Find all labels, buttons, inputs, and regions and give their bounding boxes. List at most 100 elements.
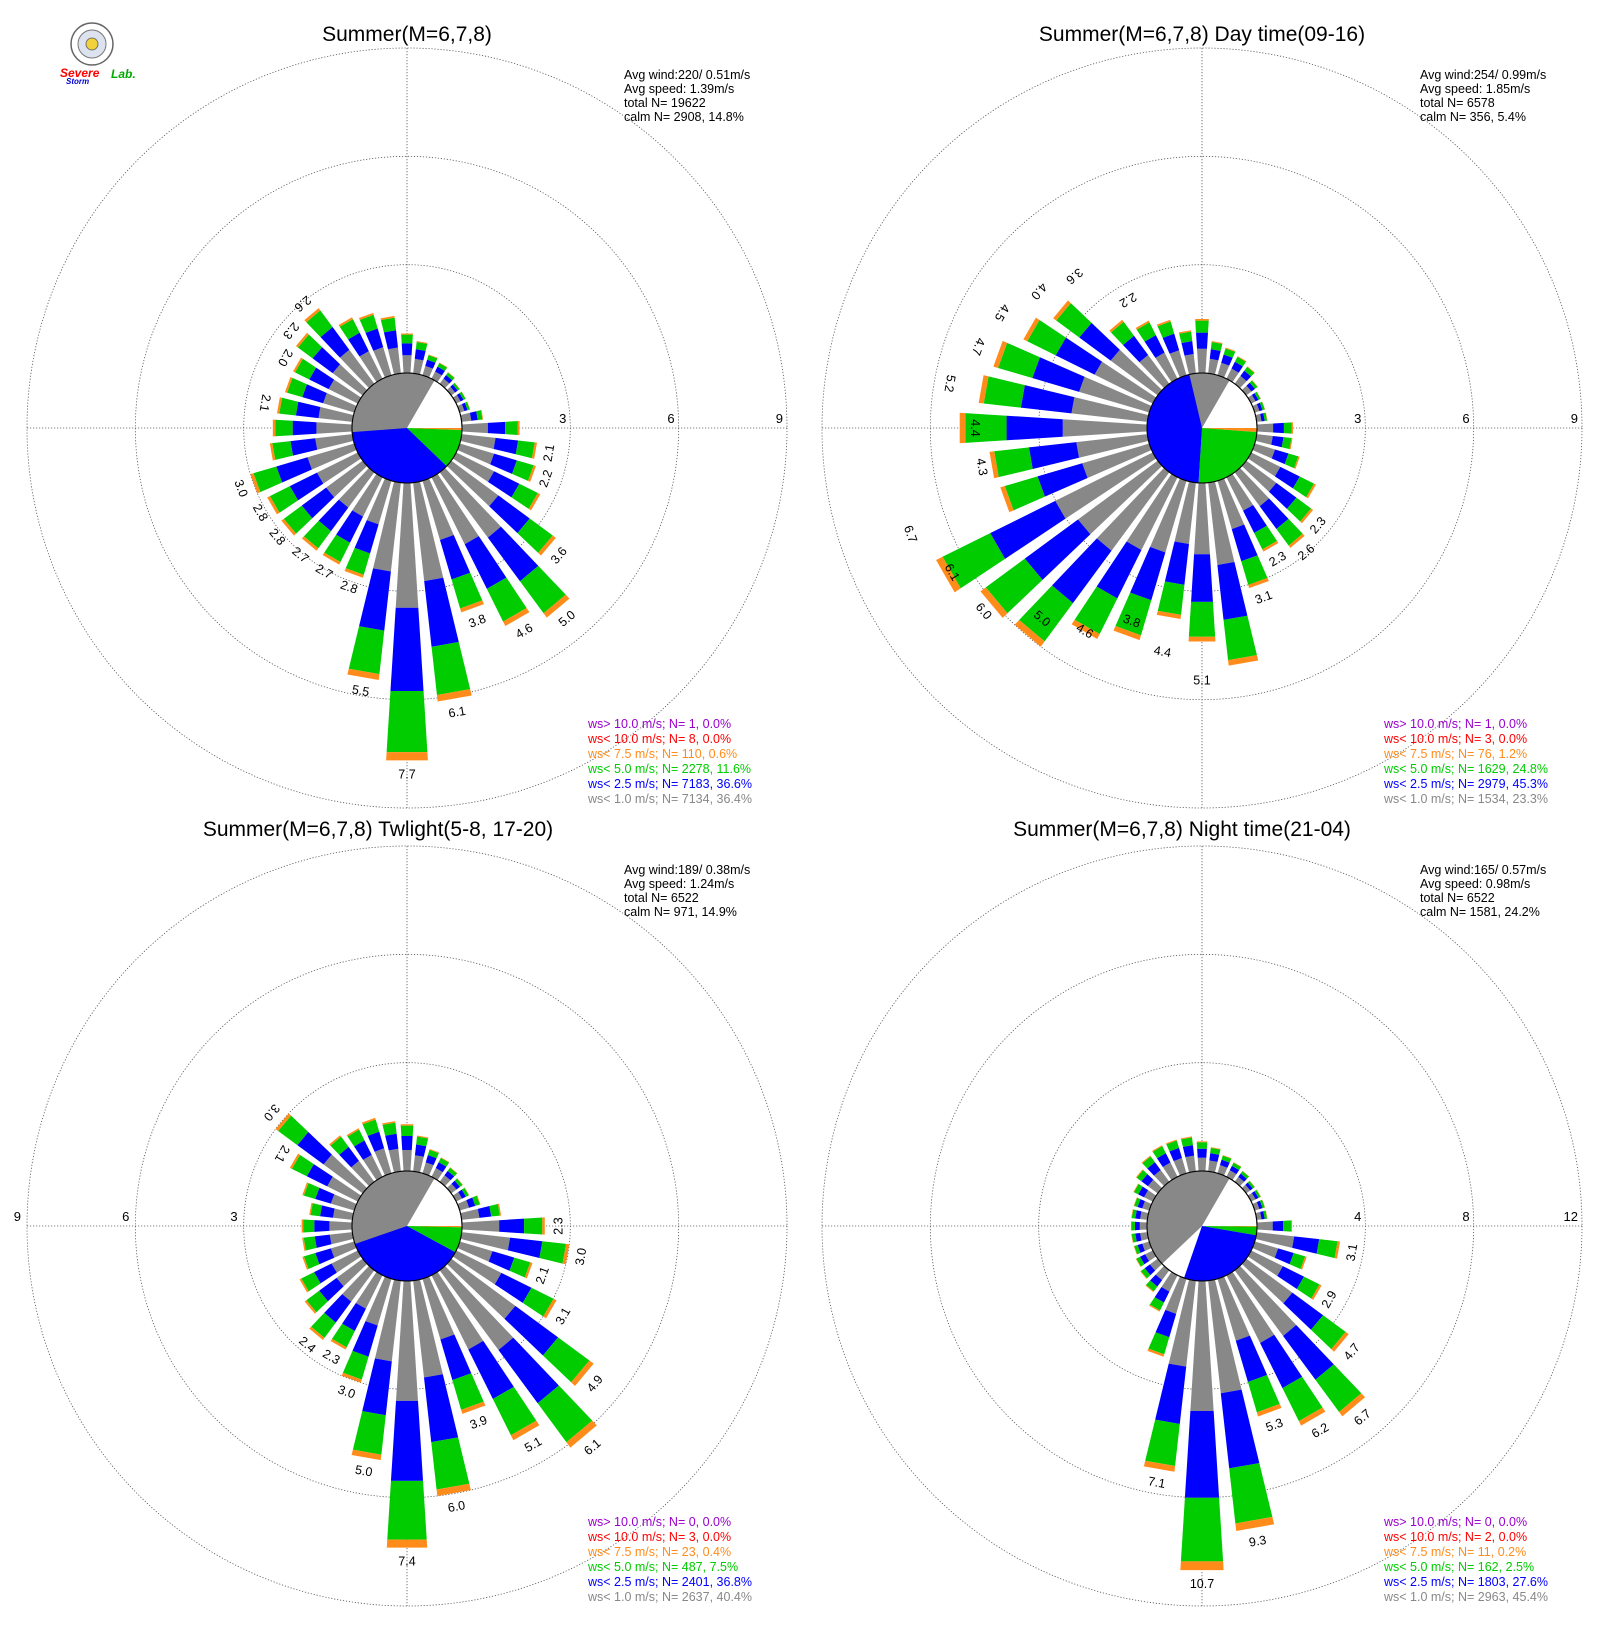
bar-value-label: 9.3 [1248,1533,1268,1550]
bar-value-label: 2.3 [1267,549,1289,570]
sector-bar-segment [1155,1363,1187,1424]
bar-value-label: 3.0 [231,478,250,499]
sector-bar-segment [1244,366,1255,377]
sector-bar-segment [1194,482,1210,555]
sector-bar-segment [1110,349,1163,396]
sector-bar-segment [339,1146,359,1168]
sector-bar-segment [314,1220,330,1232]
stat-avg-wind: Avg wind:220/ 0.51m/s [624,68,750,82]
sector-bar-segment [1211,341,1223,344]
sector-bar [452,452,541,511]
sector-bar [431,1157,450,1181]
sector-bar [276,397,354,422]
sector-bar-segment [297,1132,332,1165]
sector-bar [1149,1271,1178,1312]
sector-bar [989,434,1149,479]
sector-bar-segment [1184,353,1196,375]
bar-value-label: 4.6 [513,621,535,642]
sector-bar-segment [459,391,466,400]
sector-bar-segment [487,421,506,435]
legend-lt2-5: ws< 2.5 m/s; N= 2979, 45.3% [1383,777,1548,791]
sector-bar-segment [281,518,297,536]
bar-value-label: 6.7 [1351,1406,1373,1428]
sector-bar-segment [528,492,541,511]
sector-bar-segment [488,1251,515,1271]
sector-bar-segment [1190,1280,1214,1412]
sector-bar-segment [309,1326,325,1341]
sector-bar-segment [358,312,374,320]
sector-bar-segment [306,1290,328,1313]
sector-bar-segment [503,608,530,627]
sector-bar [302,1232,354,1251]
sector-bar-segment [1140,1268,1151,1279]
sector-bar-segment [531,442,538,459]
sector-bar-segment [1339,1393,1366,1417]
sector-bar-segment [1032,357,1085,392]
sector-bar-segment [1174,481,1196,545]
sector-bar-segment [436,1483,471,1496]
sector-bar-segment [1006,415,1063,441]
sector-bar-segment [279,397,299,416]
sector-bar [446,1258,594,1386]
sector-bar-segment [1131,1233,1134,1243]
bar-value-label: 3.1 [1253,588,1274,607]
sector-bar [431,473,530,627]
sector-bar-segment [327,1176,362,1202]
logo-word-severe: Severe [60,66,100,80]
sector-bar-segment [1156,610,1182,620]
sector-bar-segment [511,460,534,481]
sector-bar-segment [1271,435,1284,448]
legend-lt10: ws< 10.0 m/s; N= 3, 0.0% [1383,732,1527,746]
bar-value-label: 6.0 [447,1498,467,1515]
sector-bar-segment [425,359,436,369]
sector-bar-segment [1315,1364,1362,1412]
sector-bar [1071,473,1178,639]
sector-bar-segment [310,1203,322,1217]
ring-tick-label: 4 [1354,1209,1361,1224]
sector-bar-segment [362,1358,392,1416]
sector-bar-segment [326,460,368,498]
sector-bar-segment [311,1312,336,1338]
sector-bar-segment [1168,1279,1196,1367]
sector-bar-segment [1157,581,1185,615]
sector-bar-segment [1144,1190,1157,1202]
sector-bar-segment [336,510,364,543]
sector-bar-segment [439,1265,514,1351]
sector-bar-segment [1197,1157,1207,1172]
sector-bar-segment [373,347,392,378]
sector-bar [1130,1221,1148,1231]
sector-bar [1234,1265,1366,1417]
sector-bar-segment [422,1162,434,1176]
sector-bar-segment [1142,1241,1152,1251]
sector-bar-segment [302,1182,309,1196]
calm-pie-slice-lt7-5 [407,1226,462,1228]
sector-bar [1165,1139,1187,1176]
sector-bar [1133,1183,1157,1202]
sector-bar-segment [1162,333,1180,354]
sector-bar-segment [1145,1250,1157,1262]
sector-bar-segment [998,342,1040,379]
sector-bar-segment [400,1124,414,1126]
sector-bar-segment [293,357,303,373]
sector-bar-segment [1135,1210,1142,1220]
sector-bar-segment [1259,498,1289,529]
sector-bar-segment [1310,1315,1346,1350]
sector-bar [1226,356,1247,383]
sector-bar-segment [314,1263,337,1284]
bar-value-label: 4.3 [973,457,990,477]
bar-value-label: 3.8 [1121,612,1142,631]
sector-bar-segment [451,1180,460,1190]
sector-bar [1135,320,1178,383]
sector-bar-segment [1133,1197,1138,1207]
sector-bar-segment [1256,402,1263,412]
sector-bar-segment [1109,319,1124,333]
stat-total-n: total N= 19622 [624,96,706,110]
sector-bar-segment [1140,1211,1149,1220]
sector-bar-segment [1274,466,1300,489]
sector-bar-segment [1134,1197,1141,1208]
sector-bar-segment [1145,1280,1158,1292]
sector-bar-segment [331,1323,355,1348]
sector-bar [413,1279,471,1496]
sector-bar-segment [413,1155,424,1173]
sector-bar-segment [446,386,456,396]
